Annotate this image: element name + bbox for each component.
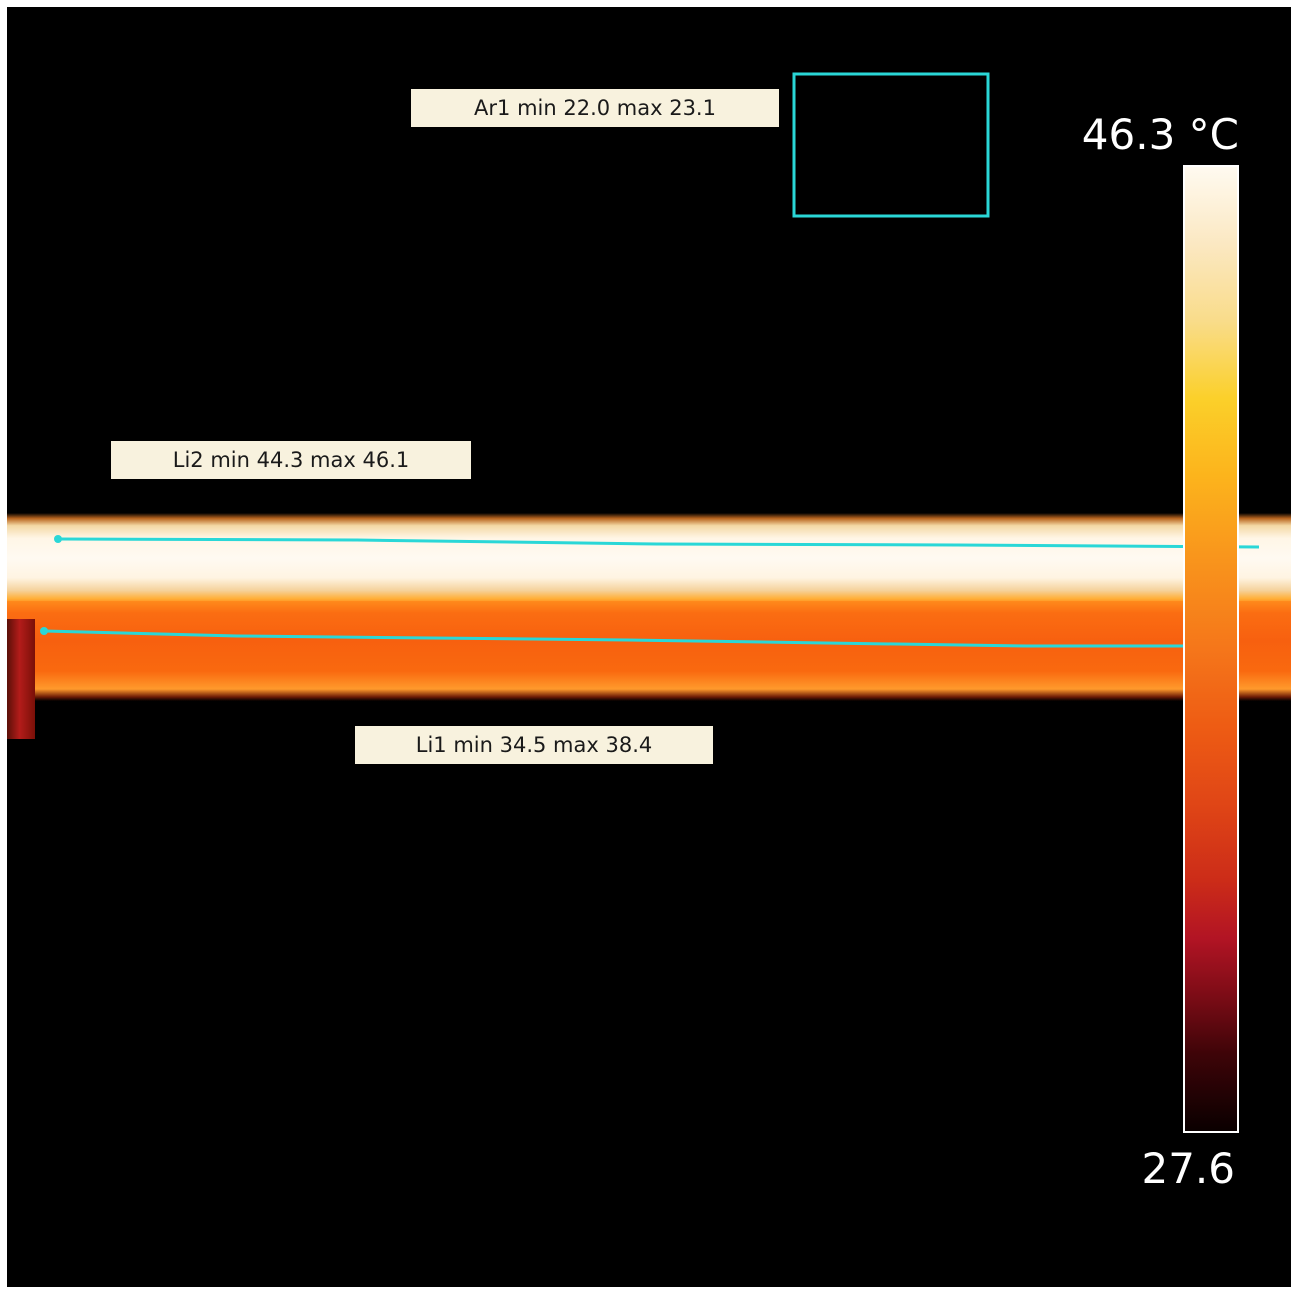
line-li1-start-handle[interactable] xyxy=(40,627,48,635)
measurement-overlay xyxy=(40,72,1260,648)
line-li1-label: Li1 min 34.5 max 38.4 xyxy=(355,726,713,764)
pipe-left-stub xyxy=(7,619,35,739)
thermal-image: Ar1 min 22.0 max 23.1 Li2 min 44.3 max 4… xyxy=(7,7,1291,1287)
warm-pipe xyxy=(7,601,1291,701)
area-ar1-box[interactable] xyxy=(792,72,990,218)
line-li2[interactable] xyxy=(57,537,1260,549)
scale-max-label: 46.3 °C xyxy=(1081,110,1239,159)
area-ar1-label: Ar1 min 22.0 max 23.1 xyxy=(411,89,779,127)
line-li1[interactable] xyxy=(43,629,1183,648)
hot-pipe xyxy=(7,513,1291,603)
line-li2-start-handle[interactable] xyxy=(54,535,62,543)
scale-min-label: 27.6 xyxy=(1141,1144,1235,1193)
temperature-colorbar xyxy=(1183,165,1239,1133)
line-li2-label: Li2 min 44.3 max 46.1 xyxy=(111,441,471,479)
